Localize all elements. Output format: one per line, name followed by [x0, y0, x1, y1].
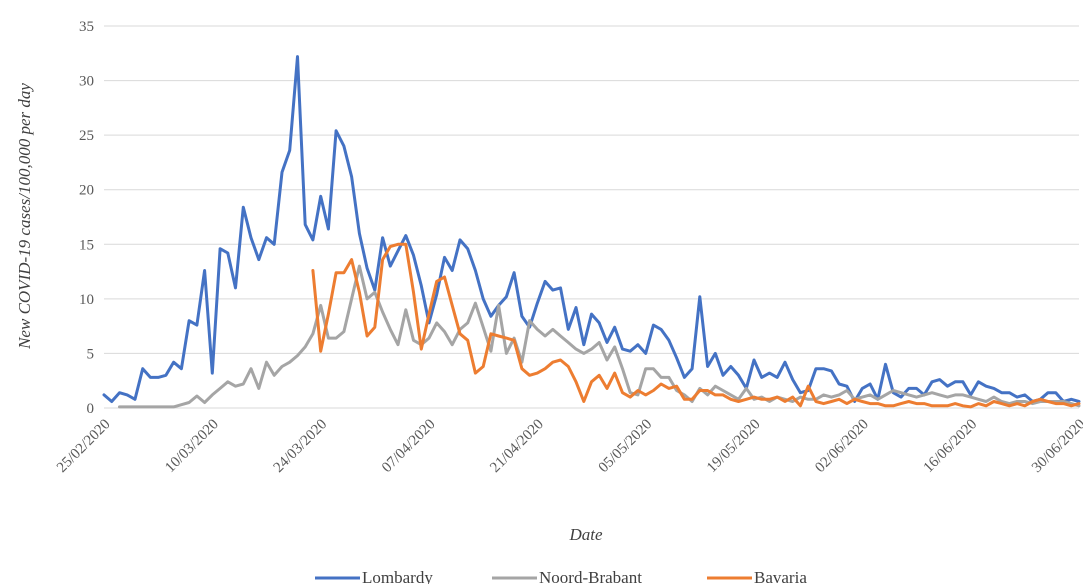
y-tick-label: 10 [79, 292, 94, 308]
y-tick-label: 5 [87, 346, 95, 362]
x-tick-label: 02/06/2020 [812, 416, 872, 476]
x-tick-label: 10/03/2020 [162, 416, 222, 476]
x-tick-label: 24/03/2020 [271, 416, 331, 476]
series-lines [102, 55, 1081, 409]
y-tick-label: 0 [87, 401, 95, 417]
x-tick-label: 19/05/2020 [704, 416, 764, 476]
series-line-bavaria [311, 242, 1081, 409]
x-tick-label: 05/05/2020 [596, 416, 656, 476]
x-tick-label: 30/06/2020 [1029, 416, 1083, 476]
legend-label-lombardy: Lombardy [362, 568, 433, 584]
y-tick-label: 25 [79, 128, 94, 144]
x-tick-label: 07/04/2020 [379, 416, 439, 476]
legend: Lombardy Noord-Brabant Bavaria [315, 568, 807, 584]
y-tick-label: 30 [79, 74, 94, 90]
x-axis-title: Date [568, 525, 603, 544]
series-line-noord-brabant [118, 264, 1081, 409]
series-line-lombardy [102, 55, 1081, 403]
x-tick-label: 25/02/2020 [54, 416, 114, 476]
y-tick-label: 35 [79, 19, 94, 35]
y-axis-ticks: 0 5 10 15 20 25 30 35 [79, 19, 94, 417]
y-tick-label: 20 [79, 183, 94, 199]
y-axis-title: New COVID-19 cases/100,000 per day [15, 83, 34, 350]
legend-label-noord-brabant: Noord-Brabant [539, 568, 642, 584]
x-axis-ticks: 25/02/2020 10/03/2020 24/03/2020 07/04/2020… [54, 416, 1083, 476]
gridlines [104, 25, 1079, 409]
x-tick-label: 16/06/2020 [921, 416, 981, 476]
legend-label-bavaria: Bavaria [754, 568, 807, 584]
x-tick-label: 21/04/2020 [487, 416, 547, 476]
y-tick-label: 15 [79, 237, 94, 253]
